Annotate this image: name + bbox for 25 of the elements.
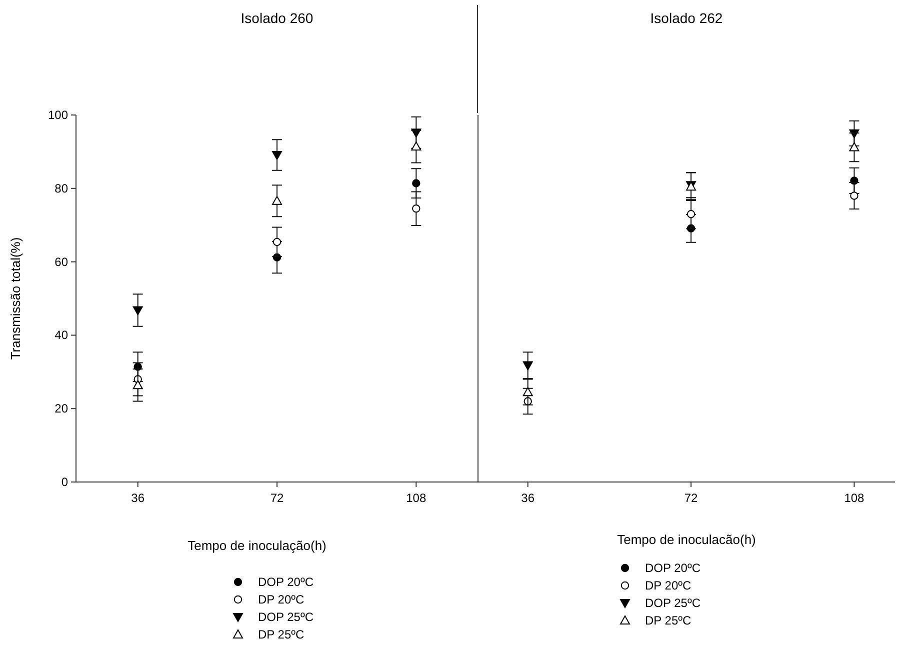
legend-label: DOP 25ºC [258,610,314,624]
y-tick-label: 100 [48,108,68,122]
x-tick-label: 108 [406,491,426,505]
x-tick-label: 36 [521,491,535,505]
y-tick-label: 40 [54,328,68,342]
x-tick-label: 72 [684,491,698,505]
legend-label: DOP 20ºC [258,575,314,589]
x-tick-label: 108 [844,491,865,505]
x-axis-title: Tempo de inoculação(h) [188,538,326,553]
legend-label: DOP 20ºC [645,561,701,575]
legend-label: DP 20ºC [645,578,692,592]
legend-label: DP 25ºC [258,628,305,642]
chart-title: Isolado 260 [240,10,314,26]
y-axis-title: Transmissão total(%) [8,237,23,360]
x-axis-title: Tempo de inoculacão(h) [617,532,756,547]
x-tick-label: 72 [270,491,284,505]
legend-label: DP 20ºC [258,592,305,606]
x-tick-label: 36 [131,491,145,505]
legend-label: DOP 25ºC [645,596,701,610]
y-tick-label: 80 [54,181,68,196]
y-tick-label: 60 [54,254,68,269]
y-tick-label: 20 [54,402,68,416]
legend-label: DP 25ºC [645,614,692,628]
chart-title: Isolado 262 [650,10,723,26]
y-tick-label: 0 [61,475,68,489]
